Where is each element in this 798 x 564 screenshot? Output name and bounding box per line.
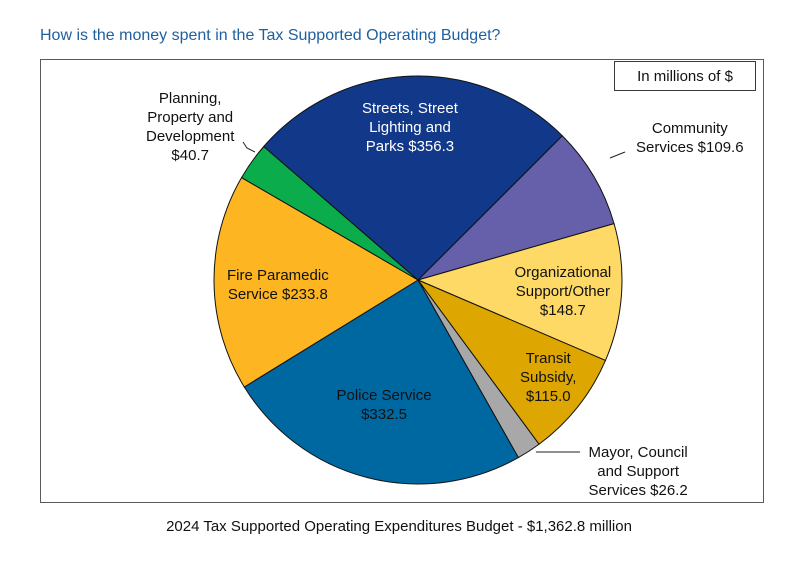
pie-slice-fire-paramedic-service	[213, 176, 419, 388]
slice-label-line: Planning,	[158, 90, 222, 107]
slice-label-line: Development	[146, 128, 235, 145]
slice-label-line: $115.0	[525, 387, 571, 405]
slice-label-streets-street-lighting-and-parks: Streets, Street Lighting and Parks $356.3	[362, 99, 458, 156]
slice-label-line: Streets, Street	[362, 99, 458, 117]
slice-label-fire-paramedic-service: Fire Paramedic Service $233.8	[227, 266, 329, 304]
slice-label-line: Community	[651, 120, 728, 137]
units-note: In millions of $	[614, 61, 756, 91]
slice-label-line: Police Service	[336, 387, 432, 404]
slice-label-line: Property and	[147, 109, 234, 126]
slice-label-line: Transit	[525, 349, 571, 367]
slice-label-line: Subsidy,	[520, 368, 577, 386]
slice-label-line: Lighting and	[369, 118, 451, 136]
slice-label-line: Mayor, Council	[588, 443, 688, 461]
pie-slice-transit-subsidy	[416, 278, 607, 445]
leader-line-community-services	[609, 151, 626, 159]
slice-label-police-service: Police Service $332.5	[337, 386, 432, 424]
slice-label-transit-subsidy: Transit Subsidy, $115.0	[520, 349, 576, 406]
pie-slice-streets-street-lighting-and-parks	[263, 75, 563, 281]
slice-label-line: Services $109.6	[636, 139, 744, 156]
slice-label-line: $332.5	[361, 406, 407, 423]
slice-label-line: $40.7	[171, 147, 209, 164]
pie-slice-community-services	[417, 135, 615, 281]
slice-label-mayor-council-and-support-services: Mayor, Council and Support Services $26.2	[589, 443, 688, 500]
pie-slice-police-service	[243, 279, 520, 485]
chart-footer: 2024 Tax Supported Operating Expenditure…	[166, 518, 632, 535]
slice-label-line: and Support	[597, 462, 679, 480]
slice-label-organizational-support-other: Organizational Support/Other $148.7	[515, 263, 612, 320]
pie-slice-organizational-support-other	[416, 222, 623, 362]
slice-label-line: Fire Paramedic	[227, 267, 329, 284]
slice-label-line: Services $26.2	[588, 481, 688, 499]
slice-label-line: Support/Other	[515, 282, 610, 300]
leader-line-planning-property-and-development	[242, 141, 256, 153]
slice-label-planning-property-and-development: Planning, Property and Development $40.7	[146, 89, 234, 165]
slice-label-line: $148.7	[539, 301, 586, 319]
slice-label-line: Parks $356.3	[365, 137, 455, 155]
slice-label-line: Service $233.8	[227, 286, 328, 303]
slice-label-line: Organizational	[514, 263, 612, 281]
page-title: How is the money spent in the Tax Suppor…	[40, 27, 501, 44]
slice-label-community-services: Community Services $109.6	[636, 119, 744, 157]
